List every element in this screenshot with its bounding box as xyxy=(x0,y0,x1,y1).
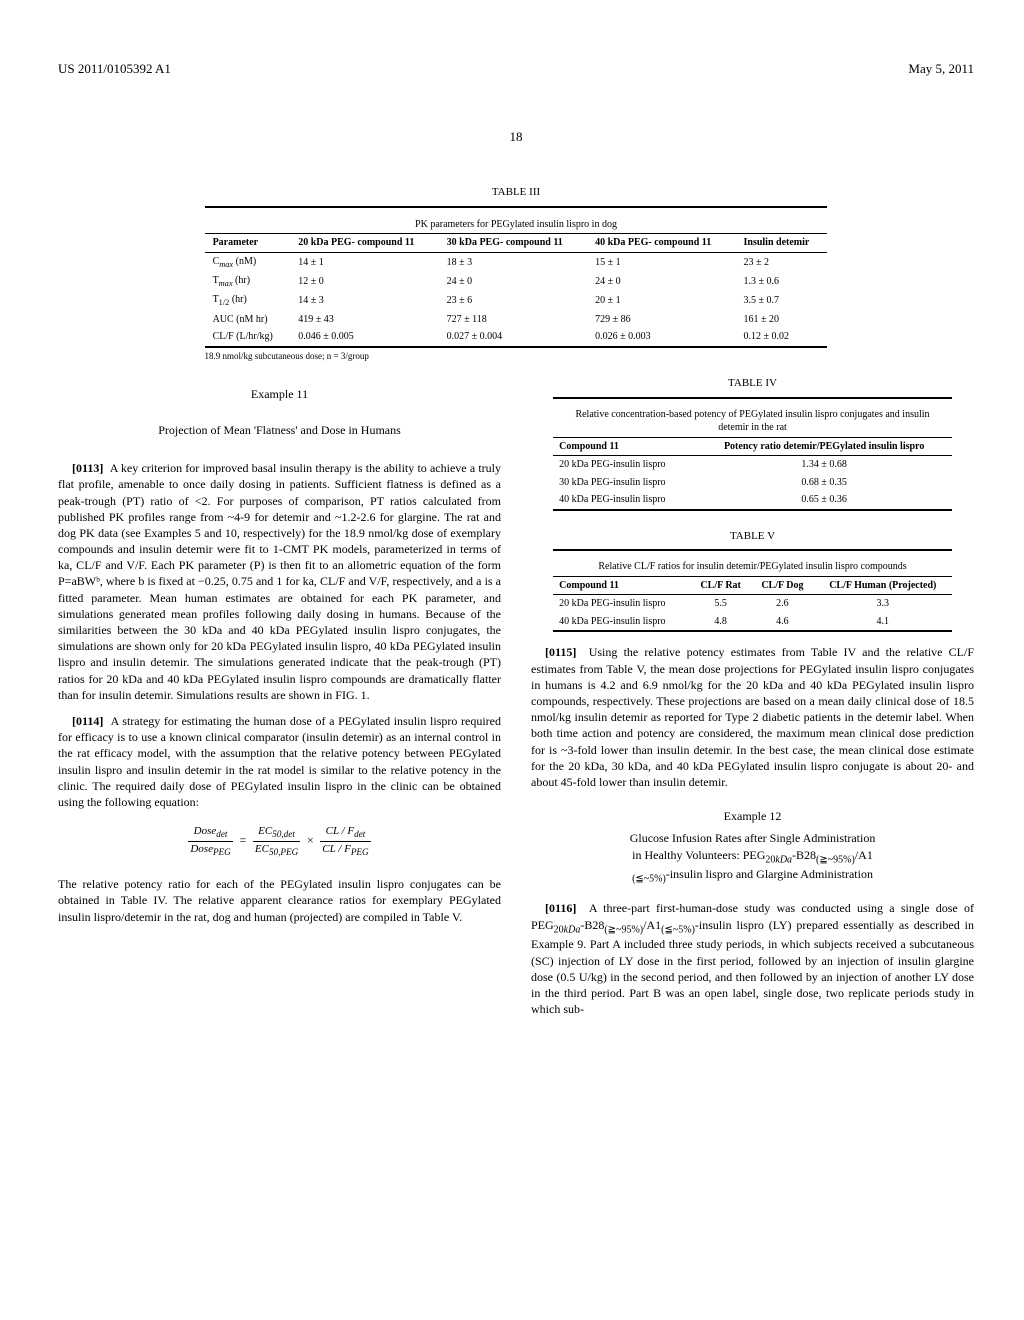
table-row: CL/F (L/hr/kg) 0.046 ± 0.005 0.027 ± 0.0… xyxy=(205,328,828,347)
table-row: AUC (nM hr) 419 ± 43 727 ± 118 729 ± 86 … xyxy=(205,311,828,329)
table-3-caption: PK parameters for PEGylated insulin lisp… xyxy=(205,216,828,234)
example-12-title: Glucose Infusion Rates after Single Admi… xyxy=(531,830,974,886)
publication-number: US 2011/0105392 A1 xyxy=(58,60,171,78)
table-3-footnote: 18.9 nmol/kg subcutaneous dose; n = 3/gr… xyxy=(205,350,974,362)
dose-equation: DosedetDosePEG = EC50,detEC50,PEG × CL /… xyxy=(58,824,501,858)
table-4-title: TABLE IV xyxy=(531,376,974,391)
table-row: 20 kDa PEG-insulin lispro 5.5 2.6 3.3 xyxy=(553,595,952,613)
page-header: US 2011/0105392 A1 May 5, 2011 xyxy=(58,60,974,78)
table-5-header-row: Compound 11 CL/F Rat CL/F Dog CL/F Human… xyxy=(553,576,952,595)
para-0116: [0116] A three-part first-human-dose stu… xyxy=(531,900,974,1017)
page-number: 18 xyxy=(58,128,974,146)
table-3-header-row: Parameter 20 kDa PEG- compound 11 30 kDa… xyxy=(205,234,828,253)
table-5-caption: Relative CL/F ratios for insulin detemir… xyxy=(553,558,952,576)
para-0114: [0114] A strategy for estimating the hum… xyxy=(58,713,501,810)
table-col: 30 kDa PEG- compound 11 xyxy=(439,234,587,253)
table-row: 30 kDa PEG-insulin lispro0.68 ± 0.35 xyxy=(553,474,952,492)
table-row: 40 kDa PEG-insulin lispro0.65 ± 0.36 xyxy=(553,491,952,510)
table-col: CL/F Human (Projected) xyxy=(814,576,952,595)
example-11-label: Example 11 xyxy=(58,386,501,402)
right-column: TABLE IV Relative concentration-based po… xyxy=(531,368,974,1028)
table-col: 40 kDa PEG- compound 11 xyxy=(587,234,735,253)
left-column: Example 11 Projection of Mean 'Flatness'… xyxy=(58,368,501,1028)
table-row: 20 kDa PEG-insulin lispro1.34 ± 0.68 xyxy=(553,456,952,474)
table-5-title: TABLE V xyxy=(531,529,974,544)
table-5-wrap: TABLE V Relative CL/F ratios for insulin… xyxy=(531,529,974,633)
table-4-caption: Relative concentration-based potency of … xyxy=(553,406,952,438)
para-0113: [0113] A key criterion for improved basa… xyxy=(58,460,501,703)
example-11-title: Projection of Mean 'Flatness' and Dose i… xyxy=(58,422,501,438)
table-col: Compound 11 xyxy=(553,437,696,456)
table-row: Cmax (nM) 14 ± 1 18 ± 3 15 ± 1 23 ± 2 xyxy=(205,252,828,272)
table-col: 20 kDa PEG- compound 11 xyxy=(290,234,438,253)
example-12-label: Example 12 xyxy=(531,808,974,824)
table-4-wrap: TABLE IV Relative concentration-based po… xyxy=(531,376,974,511)
table-col: CL/F Rat xyxy=(690,576,751,595)
table-5: Relative CL/F ratios for insulin detemir… xyxy=(553,549,952,632)
table-3-title: TABLE III xyxy=(58,185,974,200)
table-col: Potency ratio detemir/PEGylated insulin … xyxy=(696,437,951,456)
para-0114-tail: The relative potency ratio for each of t… xyxy=(58,876,501,925)
table-row: T1/2 (hr) 14 ± 3 23 ± 6 20 ± 1 3.5 ± 0.7 xyxy=(205,291,828,310)
table-col: Compound 11 xyxy=(553,576,690,595)
table-3: PK parameters for PEGylated insulin lisp… xyxy=(205,206,828,348)
table-col: Insulin detemir xyxy=(736,234,828,253)
table-col: Parameter xyxy=(205,234,291,253)
table-row: Tmax (hr) 12 ± 0 24 ± 0 24 ± 0 1.3 ± 0.6 xyxy=(205,272,828,291)
table-row: 40 kDa PEG-insulin lispro 4.8 4.6 4.1 xyxy=(553,613,952,632)
table-col: CL/F Dog xyxy=(751,576,814,595)
table-3-wrap: TABLE III PK parameters for PEGylated in… xyxy=(58,185,974,362)
table-4-header-row: Compound 11 Potency ratio detemir/PEGyla… xyxy=(553,437,952,456)
publication-date: May 5, 2011 xyxy=(908,60,974,78)
table-4: Relative concentration-based potency of … xyxy=(553,397,952,511)
para-0115: [0115] Using the relative potency estima… xyxy=(531,644,974,790)
